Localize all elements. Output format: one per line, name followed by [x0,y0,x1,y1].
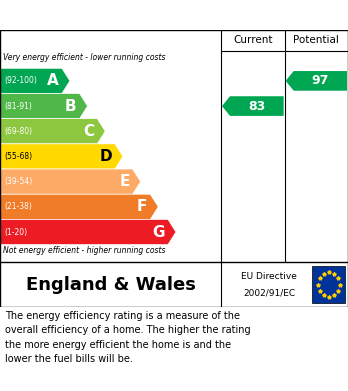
Polygon shape [0,169,141,194]
Text: 83: 83 [248,100,266,113]
Polygon shape [0,144,123,169]
Text: (92-100): (92-100) [4,76,37,85]
Polygon shape [286,71,347,91]
Text: Current: Current [233,36,272,45]
Text: Energy Efficiency Rating: Energy Efficiency Rating [10,6,240,24]
Text: B: B [65,99,77,113]
Polygon shape [0,118,105,144]
Text: G: G [152,224,165,240]
Text: (39-54): (39-54) [4,177,32,186]
Text: (55-68): (55-68) [4,152,32,161]
Text: F: F [137,199,147,214]
Text: EU Directive: EU Directive [241,272,297,281]
Polygon shape [0,68,70,93]
Text: Very energy efficient - lower running costs: Very energy efficient - lower running co… [3,53,166,62]
Polygon shape [0,194,158,219]
Text: D: D [99,149,112,164]
Polygon shape [222,96,284,116]
Text: E: E [119,174,129,189]
Text: 2002/91/EC: 2002/91/EC [243,288,295,297]
Text: (69-80): (69-80) [4,127,32,136]
Text: England & Wales: England & Wales [25,276,196,294]
Text: Potential: Potential [293,36,339,45]
Polygon shape [0,93,88,118]
Bar [313,265,346,303]
Text: (1-20): (1-20) [4,228,27,237]
Text: C: C [83,124,94,139]
Polygon shape [0,219,176,245]
Text: (81-91): (81-91) [4,102,32,111]
Text: A: A [47,74,59,88]
Text: Not energy efficient - higher running costs: Not energy efficient - higher running co… [3,246,166,255]
Text: (21-38): (21-38) [4,202,32,211]
Text: 97: 97 [312,74,329,87]
Text: The energy efficiency rating is a measure of the
overall efficiency of a home. T: The energy efficiency rating is a measur… [5,311,251,364]
